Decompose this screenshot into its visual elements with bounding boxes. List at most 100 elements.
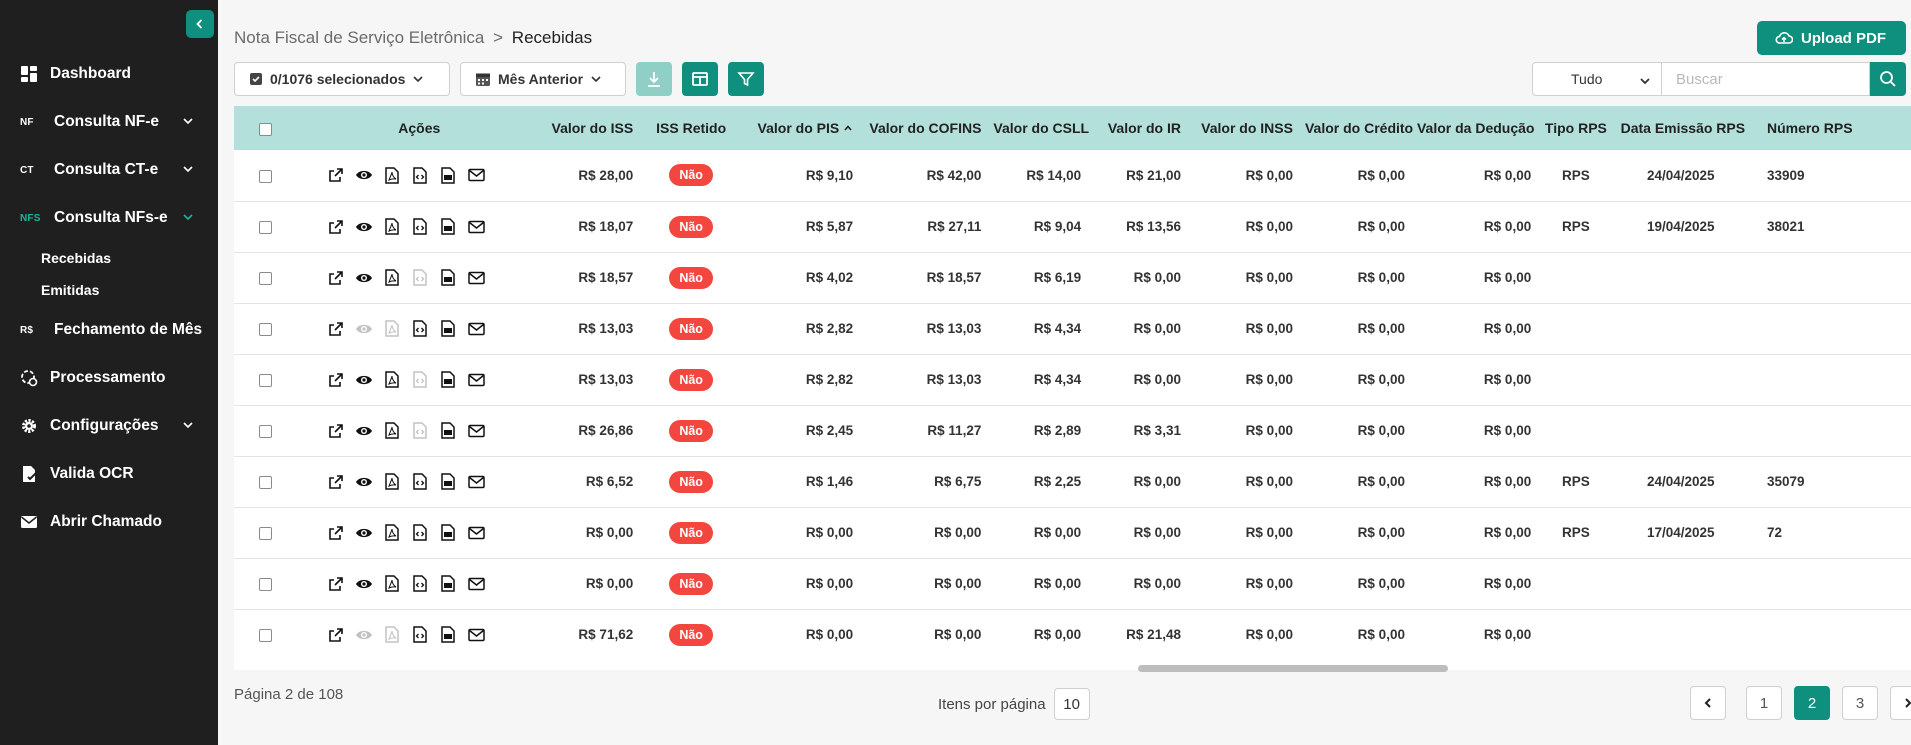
sidebar-item-consulta-nfse[interactable]: NFS Consulta NFs-e (0, 194, 218, 242)
sidebar-item-consulta-cte[interactable]: CT Consulta CT-e (0, 146, 218, 194)
columns-button[interactable] (682, 62, 718, 96)
pdf-icon[interactable] (383, 371, 401, 389)
selection-dropdown[interactable]: 0/1076 selecionados (234, 62, 450, 96)
txt-icon[interactable] (439, 320, 457, 338)
xml-icon[interactable] (411, 524, 429, 542)
txt-icon[interactable] (439, 626, 457, 644)
txt-icon[interactable] (439, 269, 457, 287)
column-header-valor-iss[interactable]: Valor do ISS (551, 120, 634, 136)
sidebar-item-processamento[interactable]: Processamento (0, 354, 218, 402)
page-button-3[interactable]: 3 (1842, 686, 1878, 720)
pdf-icon[interactable] (383, 626, 401, 644)
filter-button[interactable] (728, 62, 764, 96)
external-link-icon[interactable] (327, 320, 345, 338)
envelope-icon[interactable] (467, 524, 485, 542)
sidebar-item-dashboard[interactable]: Dashboard (0, 50, 218, 98)
row-checkbox[interactable] (259, 424, 273, 438)
xml-icon[interactable] (411, 473, 429, 491)
eye-icon[interactable] (355, 371, 373, 389)
page-button-2[interactable]: 2 (1794, 686, 1830, 720)
txt-icon[interactable] (439, 422, 457, 440)
eye-icon[interactable] (355, 218, 373, 236)
column-header-valor-csll[interactable]: Valor do CSLL (993, 120, 1090, 136)
column-header-valor-credito[interactable]: Valor do Crédito (1304, 120, 1414, 136)
column-header-tipo-rps[interactable]: Tipo RPS (1544, 120, 1607, 136)
txt-icon[interactable] (439, 575, 457, 593)
row-checkbox[interactable] (259, 526, 273, 540)
external-link-icon[interactable] (327, 575, 345, 593)
sidebar-item-configuracoes[interactable]: Configurações (0, 402, 218, 450)
row-checkbox[interactable] (259, 271, 273, 285)
column-header-valor-cofins[interactable]: Valor do COFINS (869, 120, 982, 136)
row-checkbox[interactable] (259, 322, 273, 336)
envelope-icon[interactable] (467, 626, 485, 644)
table-row[interactable]: R$ 13,03 Não R$ 2,82 R$ 13,03 R$ 4,34 R$ 0,00… (234, 303, 1911, 354)
external-link-icon[interactable] (327, 218, 345, 236)
upload-pdf-button[interactable]: Upload PDF (1757, 21, 1906, 55)
external-link-icon[interactable] (327, 473, 345, 491)
row-checkbox[interactable] (259, 169, 273, 183)
eye-icon[interactable] (355, 473, 373, 491)
sidebar-collapse-button[interactable] (186, 10, 214, 38)
select-all-checkbox[interactable] (259, 122, 273, 136)
scope-select[interactable]: Tudo (1532, 62, 1662, 96)
table-row[interactable]: R$ 6,52 Não R$ 1,46 R$ 6,75 R$ 2,25 R$ 0,00 R$… (234, 456, 1911, 507)
eye-icon[interactable] (355, 626, 373, 644)
envelope-icon[interactable] (467, 422, 485, 440)
envelope-icon[interactable] (467, 473, 485, 491)
external-link-icon[interactable] (327, 422, 345, 440)
pdf-icon[interactable] (383, 473, 401, 491)
sidebar-item-valida-ocr[interactable]: Valida OCR (0, 450, 218, 498)
external-link-icon[interactable] (327, 269, 345, 287)
column-header-valor-deducao[interactable]: Valor da Dedução (1416, 120, 1535, 136)
xml-icon[interactable] (411, 626, 429, 644)
pdf-icon[interactable] (383, 422, 401, 440)
breadcrumb-root[interactable]: Nota Fiscal de Serviço Eletrônica (234, 28, 485, 47)
page-button-1[interactable]: 1 (1746, 686, 1782, 720)
horizontal-scrollbar[interactable] (234, 658, 1911, 670)
table-row[interactable]: R$ 26,86 Não R$ 2,45 R$ 11,27 R$ 2,89 R$ 3,31… (234, 405, 1911, 456)
external-link-icon[interactable] (327, 524, 345, 542)
external-link-icon[interactable] (327, 626, 345, 644)
xml-icon[interactable] (411, 269, 429, 287)
eye-icon[interactable] (355, 575, 373, 593)
sidebar-item-abrir-chamado[interactable]: Abrir Chamado (0, 498, 218, 546)
envelope-icon[interactable] (467, 218, 485, 236)
search-button[interactable] (1870, 62, 1906, 96)
envelope-icon[interactable] (467, 269, 485, 287)
search-input[interactable] (1662, 62, 1870, 96)
xml-icon[interactable] (411, 320, 429, 338)
row-checkbox[interactable] (259, 475, 273, 489)
column-header-iss-retido[interactable]: ISS Retido (656, 120, 727, 136)
txt-icon[interactable] (439, 166, 457, 184)
next-page-button[interactable] (1890, 686, 1911, 720)
eye-icon[interactable] (355, 269, 373, 287)
txt-icon[interactable] (439, 473, 457, 491)
envelope-icon[interactable] (467, 371, 485, 389)
row-checkbox[interactable] (259, 373, 273, 387)
table-row[interactable]: R$ 28,00 Não R$ 9,10 R$ 42,00 R$ 14,00 R$ 21,… (234, 150, 1911, 201)
pdf-icon[interactable] (383, 269, 401, 287)
txt-icon[interactable] (439, 371, 457, 389)
pdf-icon[interactable] (383, 575, 401, 593)
xml-icon[interactable] (411, 575, 429, 593)
row-checkbox[interactable] (259, 628, 273, 642)
download-button[interactable] (636, 62, 672, 96)
txt-icon[interactable] (439, 218, 457, 236)
pdf-icon[interactable] (383, 166, 401, 184)
column-header-valor-pis[interactable]: Valor do PIS (743, 106, 859, 150)
sidebar-item-consulta-nfe[interactable]: NF Consulta NF-e (0, 98, 218, 146)
column-header-valor-ir[interactable]: Valor do IR (1107, 120, 1181, 136)
table-row[interactable]: R$ 13,03 Não R$ 2,82 R$ 13,03 R$ 4,34 R$ 0,00… (234, 354, 1911, 405)
pdf-icon[interactable] (383, 320, 401, 338)
xml-icon[interactable] (411, 371, 429, 389)
prev-page-button[interactable] (1690, 686, 1726, 720)
pdf-icon[interactable] (383, 524, 401, 542)
row-checkbox[interactable] (259, 220, 273, 234)
table-row[interactable]: R$ 0,00 Não R$ 0,00 R$ 0,00 R$ 0,00 R$ 0,00 R$… (234, 558, 1911, 609)
sidebar-subitem-emitidas[interactable]: Emitidas (41, 282, 100, 298)
eye-icon[interactable] (355, 524, 373, 542)
column-header-data-emissao-rps[interactable]: Data Emissão RPS (1620, 120, 1746, 136)
envelope-icon[interactable] (467, 575, 485, 593)
xml-icon[interactable] (411, 166, 429, 184)
